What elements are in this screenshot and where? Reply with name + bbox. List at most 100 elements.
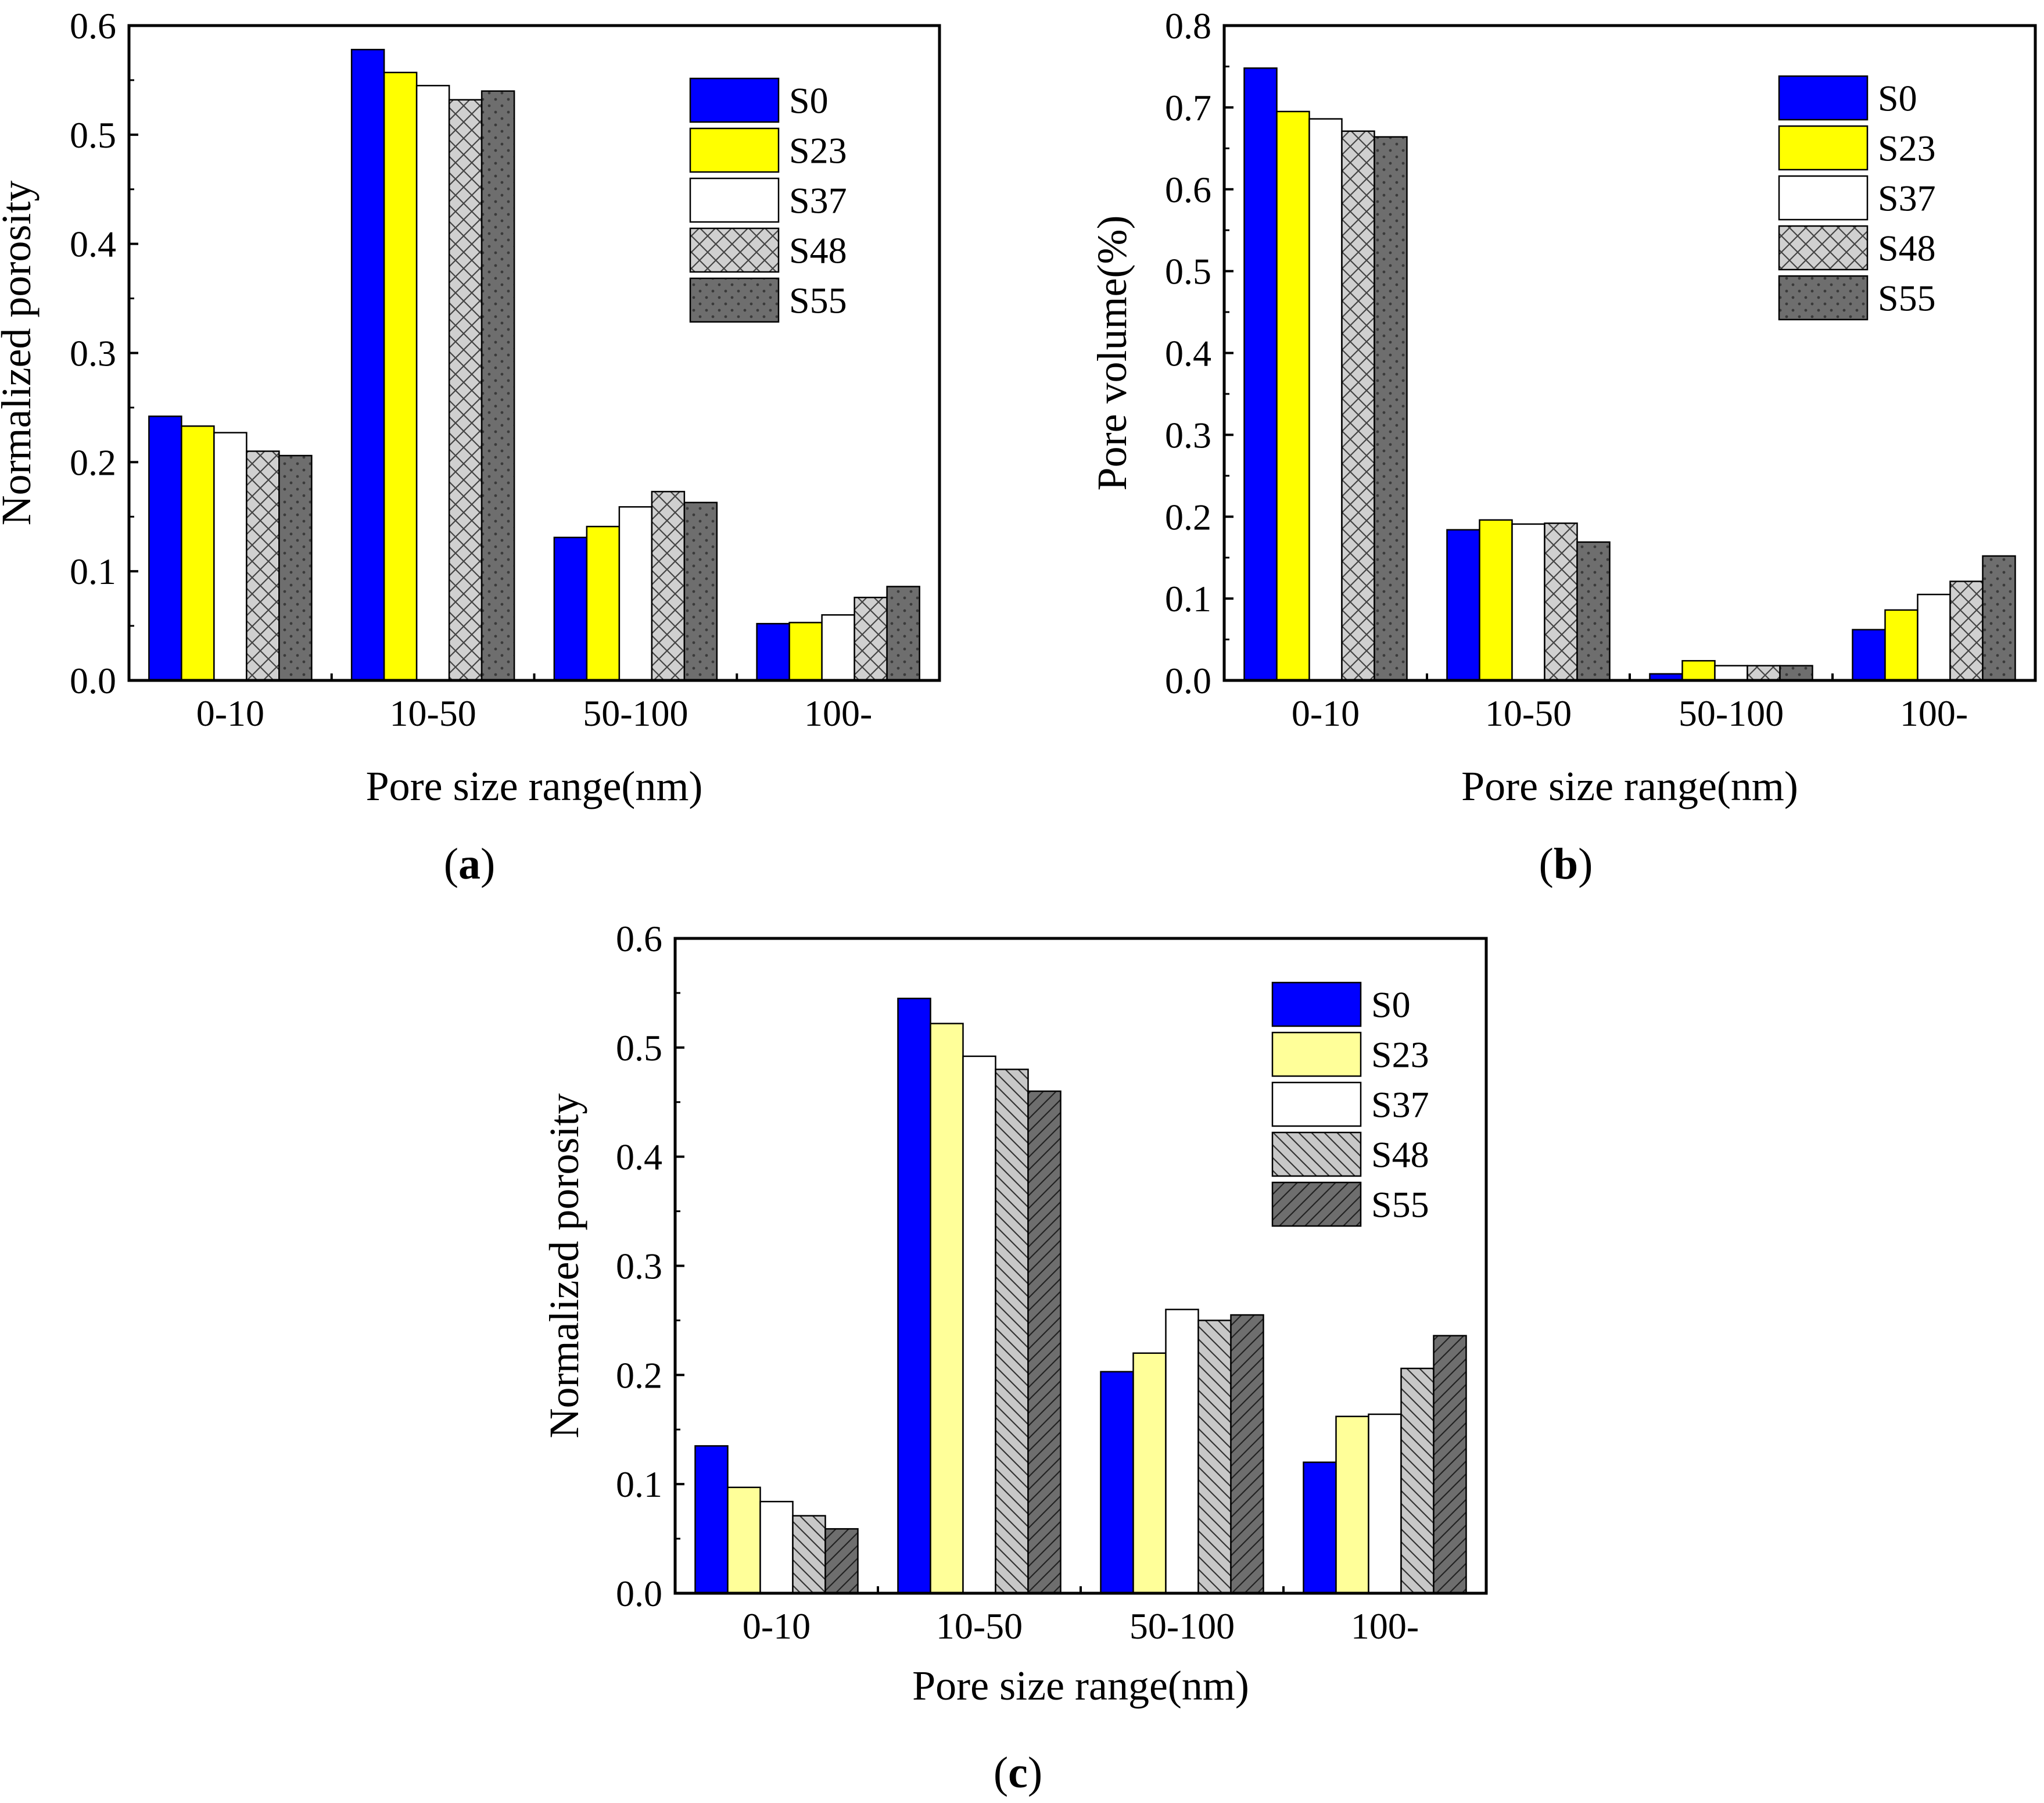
bar-b-S37-100- [1917,593,1951,682]
x-axis-title: Pore size range(nm) [912,1662,1249,1709]
bar-a-S55-100- [886,586,920,682]
legend-swatch-S23 [1271,1031,1362,1077]
bar-b-S0-10-50 [1446,529,1480,682]
bar-c-S48-10-50 [995,1069,1029,1594]
bar-b-S55-0-10 [1374,136,1408,682]
legend-swatch-S0 [689,77,780,123]
y-tick-label: 0.6 [616,918,662,959]
y-tick-label: 0.8 [1165,5,1211,46]
legend-label-S0: S0 [789,80,829,121]
legend-label-S37: S37 [1371,1084,1429,1125]
legend-label-S23: S23 [789,130,847,171]
bar-a-S48-50-100 [651,490,686,682]
bar-b-S0-0-10 [1243,67,1278,682]
x-tick-label: 100- [1351,1605,1419,1647]
y-tick-label: 0.1 [616,1464,662,1505]
bar-a-S0-10-50 [350,49,385,682]
bar-a-S37-50-100 [618,506,653,682]
x-axis-title: Pore size range(nm) [1461,763,1798,809]
bar-a-S37-0-10 [213,432,248,682]
panel-a-label: (a) [444,840,496,888]
x-tick-label: 100- [804,693,872,734]
panel-b-chart: 0.0 0.1 0.2 0.3 0.4 0.5 0.6 0.7 0.8 0-10 10-50 50-1… [1089,5,2037,809]
bar-c-S0-50-100 [1100,1371,1134,1594]
legend-swatch-S48 [1778,225,1869,271]
y-tick-label: 0.7 [1165,87,1211,128]
bar-a-S23-10-50 [383,71,418,682]
bar-c-S37-50-100 [1165,1309,1199,1594]
legend-swatch-S37 [689,177,780,223]
legend-swatch-S0 [1271,981,1362,1027]
bar-c-S0-0-10 [694,1445,729,1594]
bar-c-S23-10-50 [930,1023,964,1594]
y-tick-label: 0.2 [70,442,116,483]
y-tick-label: 0.3 [616,1246,662,1287]
legend-label-S48: S48 [789,230,847,271]
y-tick-label: 0.0 [616,1573,662,1614]
bar-a-S23-0-10 [181,425,215,682]
bar-c-S23-0-10 [727,1486,761,1594]
x-tick-label: 50-100 [1129,1605,1235,1647]
legend-swatch-S55 [1778,275,1869,321]
bar-a-S23-50-100 [586,525,621,682]
y-tick-label: 0.3 [70,333,116,374]
y-tick-label: 0.0 [70,660,116,701]
legend-label-S37: S37 [789,180,847,221]
bar-c-S37-100- [1368,1413,1402,1594]
y-tick-label: 0.0 [1165,660,1211,701]
bar-b-S23-10-50 [1479,519,1513,682]
legend-swatch-S48 [1271,1131,1362,1177]
bar-b-S48-50-100 [1747,665,1781,682]
y-axis-title: Normalized porosity [541,1094,587,1439]
y-tick-label: 0.1 [70,551,116,592]
legend-swatch-S0 [1778,75,1869,121]
legend-swatch-S37 [1778,175,1869,221]
y-axis-title: Pore volume(%) [1089,216,1135,491]
bar-b-S23-50-100 [1681,659,1716,682]
panel-a-chart: 0.0 0.1 0.2 0.3 0.4 0.5 0.6 0-10 10-50 50-100 100-… [0,5,941,809]
bar-b-S0-100- [1852,629,1886,682]
bar-b-S55-10-50 [1576,541,1611,682]
x-tick-label: 100- [1900,693,1968,734]
legend-swatch-S37 [1271,1081,1362,1127]
legend-label-S23: S23 [1878,128,1936,169]
bar-c-S23-50-100 [1132,1352,1167,1594]
x-tick-label: 10-50 [936,1605,1023,1647]
bar-a-S0-50-100 [553,536,588,682]
bar-c-S37-10-50 [962,1055,996,1594]
legend-label-S55: S55 [1371,1184,1429,1225]
y-tick-label: 0.5 [70,114,116,156]
x-tick-label: 0-10 [1292,693,1360,734]
bar-c-S48-0-10 [792,1515,826,1594]
y-tick-label: 0.4 [70,224,116,265]
bar-c-S48-100- [1400,1367,1435,1594]
bar-a-S48-0-10 [246,450,280,682]
panel-c-label: (c) [994,1748,1042,1797]
bar-a-S0-100- [756,623,790,682]
legend-label-S55: S55 [789,280,847,321]
bar-b-S23-0-10 [1276,110,1310,682]
legend-label-S48: S48 [1878,228,1936,269]
x-axis-title: Pore size range(nm) [366,763,703,809]
x-tick-label: 0-10 [743,1605,811,1647]
x-tick-label: 0-10 [196,693,264,734]
legend-label-S0: S0 [1371,984,1411,1026]
x-tick-label: 50-100 [1679,693,1784,734]
bar-c-S55-100- [1433,1335,1467,1594]
legend-label-S23: S23 [1371,1034,1429,1076]
y-tick-label: 0.2 [1165,496,1211,537]
bar-a-S55-50-100 [683,501,718,682]
panel-c-chart: 0.0 0.1 0.2 0.3 0.4 0.5 0.6 0-10 10-50 50-100 100-… [541,918,1488,1709]
bar-a-S55-0-10 [278,454,313,682]
legend-swatch-S55 [689,277,780,323]
y-tick-label: 0.5 [616,1027,662,1069]
legend-swatch-S55 [1271,1181,1362,1227]
bar-b-S55-50-100 [1779,665,1813,682]
panel-b-label: (b) [1539,840,1593,888]
bar-b-S48-0-10 [1341,130,1375,682]
y-tick-label: 0.1 [1165,578,1211,619]
x-tick-label: 10-50 [1485,693,1572,734]
bar-c-S0-10-50 [897,998,931,1594]
y-tick-label: 0.4 [616,1137,662,1178]
legend-swatch-S23 [1778,125,1869,171]
